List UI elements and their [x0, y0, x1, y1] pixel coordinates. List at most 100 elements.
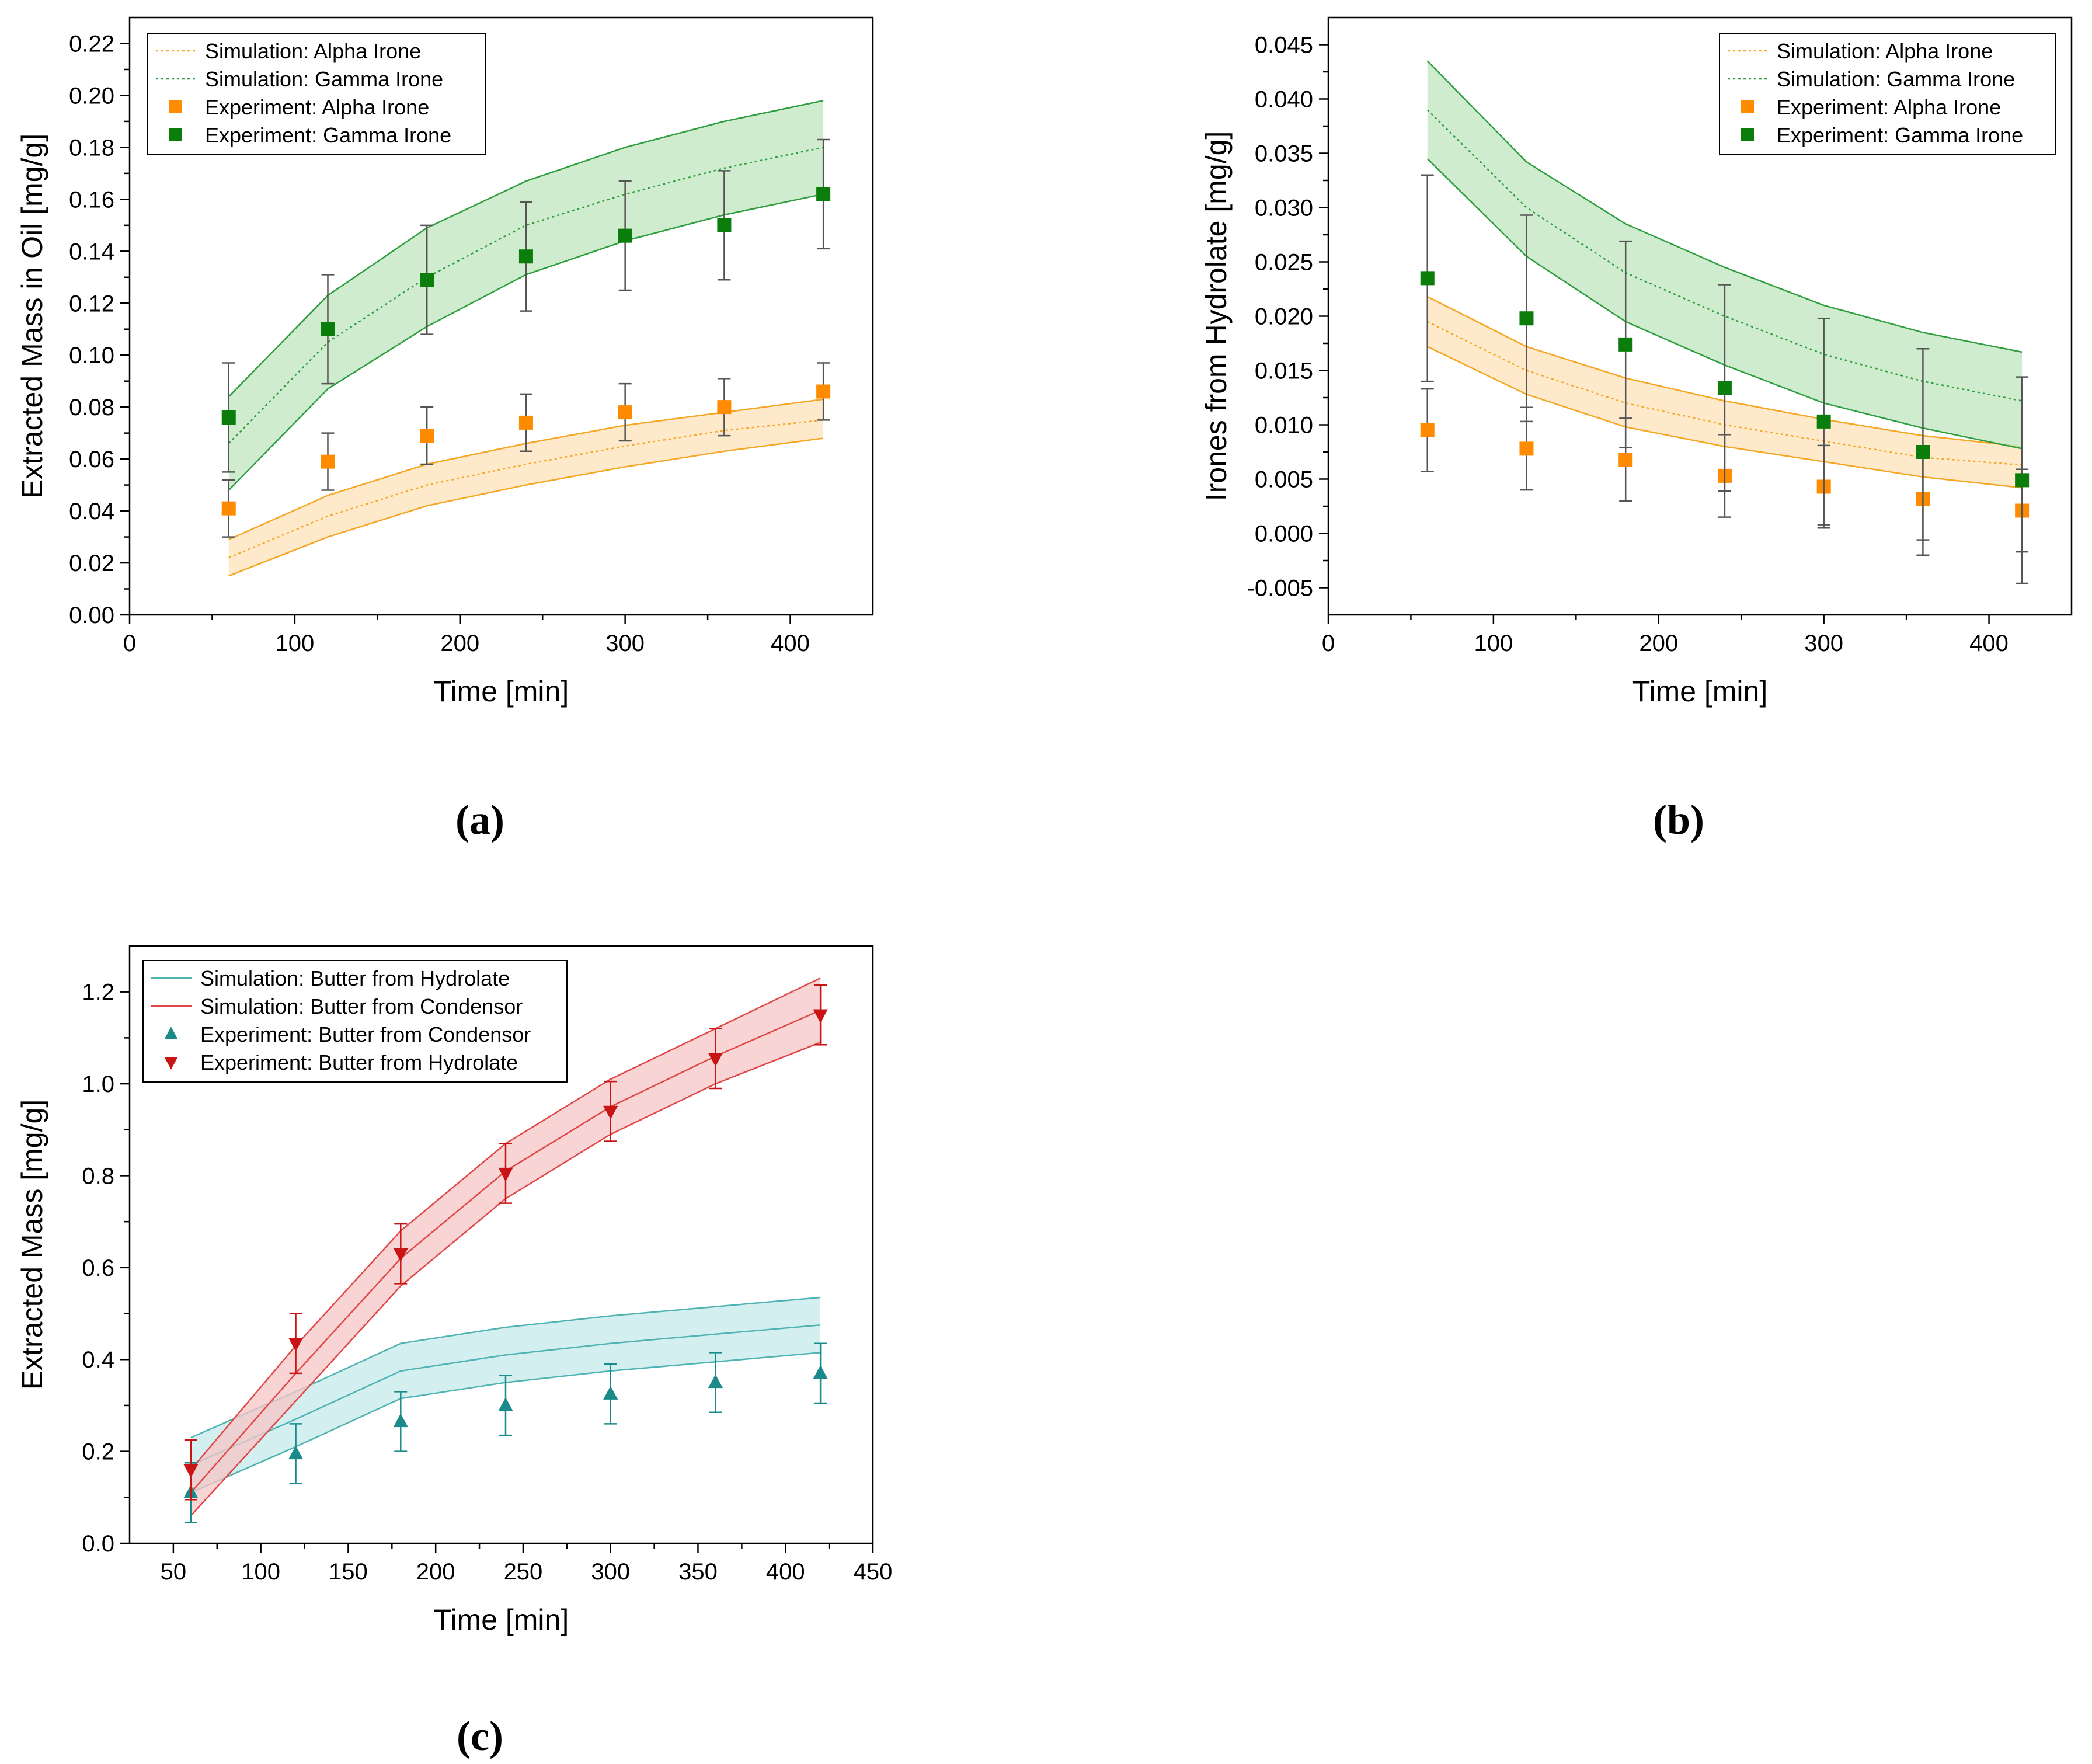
panel-label: (b): [1653, 796, 1704, 843]
y-tick-label: 0.06: [69, 447, 114, 472]
y-tick-label: 0.18: [69, 135, 114, 161]
y-tick-label: 0.10: [69, 343, 114, 368]
data-point: [288, 1445, 304, 1460]
data-point: [708, 1374, 723, 1389]
x-tick-label: 250: [504, 1559, 543, 1585]
data-point: [813, 1009, 828, 1023]
y-axis-title: Irones from Hydrolate [mg/g]: [1200, 131, 1233, 502]
x-tick-label: 200: [416, 1559, 455, 1585]
y-tick-label: 0.045: [1255, 33, 1313, 58]
legend-label: Simulation: Butter from Condensor: [200, 994, 523, 1018]
y-tick-label: 0.00: [69, 603, 114, 628]
plot-frame: [128, 16, 874, 616]
legend-label: Experiment: Alpha Irone: [1777, 95, 2001, 119]
y-tick-label: 0.16: [69, 187, 114, 213]
y-tick-label: 0.030: [1255, 196, 1313, 221]
band-upper-line-1: [1426, 60, 2023, 353]
data-point: [518, 249, 533, 264]
data-point: [1420, 271, 1435, 286]
data-point: [1717, 381, 1732, 395]
legend-marker: [169, 128, 182, 141]
x-tick-label: 200: [1639, 631, 1678, 656]
data-point: [1420, 423, 1435, 437]
x-tick-label: 150: [329, 1559, 368, 1585]
legend-box: [142, 960, 568, 1083]
legend: Simulation: Alpha Irone Simulation: Gamma…: [147, 33, 486, 155]
x-tick-label: 400: [766, 1559, 805, 1585]
x-axis-title: Time [min]: [1632, 675, 1768, 708]
data-point: [708, 1053, 723, 1067]
chart-b: 0 100 200 300 400 -0.005 0.000 0.005 0.010 0.015 0…: [1200, 16, 2073, 843]
x-axis-title: Time [min]: [434, 675, 569, 708]
chart-a: 0 100 200 300 400 0.00 0.02 0.04 0.06 0.08 0.10 0.1…: [16, 16, 874, 843]
legend-label: Simulation: Gamma Irone: [1777, 67, 2015, 91]
data-point: [2015, 473, 2030, 488]
y-tick-label: 0.0: [82, 1531, 114, 1557]
band-0: [190, 1297, 821, 1493]
data-point: [321, 322, 335, 336]
y-tick-label: 0.2: [82, 1439, 114, 1465]
y-tick-label: 0.22: [69, 31, 114, 57]
legend-box: [147, 33, 486, 155]
y-tick-label: 0.04: [69, 499, 114, 524]
data-point: [1618, 337, 1633, 352]
data-point: [498, 1397, 513, 1411]
band-lower-line-0: [228, 437, 824, 577]
data-point: [420, 429, 434, 443]
legend-label: Experiment: Alpha Irone: [205, 95, 429, 119]
x-tick-label: 200: [440, 631, 479, 656]
y-axis-title: Extracted Mass [mg/g]: [16, 1100, 48, 1390]
x-tick-label: 0: [123, 631, 136, 656]
y-tick-label: 1.2: [82, 980, 114, 1005]
data-point: [518, 415, 533, 430]
band-0: [228, 399, 824, 576]
simulation-line-1: [228, 147, 824, 444]
data-point: [420, 273, 434, 287]
legend-label: Simulation: Alpha Irone: [1777, 39, 1993, 63]
chart-c: 50 100 150 200 250 300 350 400 450 0.0 0.2 0.4 0.6 0.…: [16, 945, 892, 1759]
x-tick-label: 300: [591, 1559, 630, 1585]
data-point: [221, 501, 236, 516]
panel-label: (c): [457, 1713, 503, 1759]
legend-label: Simulation: Alpha Irone: [205, 39, 421, 63]
data-point: [288, 1338, 304, 1352]
x-tick-label: 100: [1474, 631, 1513, 656]
x-tick-label: 100: [276, 631, 315, 656]
y-tick-label: 0.8: [82, 1163, 114, 1189]
data-point: [816, 187, 831, 201]
legend-label: Experiment: Gamma Irone: [1777, 123, 2023, 147]
legend-label: Simulation: Butter from Hydrolate: [200, 966, 510, 990]
data-point: [603, 1105, 618, 1120]
y-tick-label: 0.4: [82, 1347, 114, 1373]
legend-marker: [164, 1027, 178, 1039]
y-tick-label: 0.035: [1255, 141, 1313, 167]
data-point: [816, 384, 831, 399]
y-tick-label: 0.6: [82, 1255, 114, 1281]
y-tick-label: 0.005: [1255, 467, 1313, 493]
data-point: [717, 400, 732, 415]
data-point: [618, 228, 632, 243]
data-point: [1519, 311, 1534, 326]
y-tick-label: 0.020: [1255, 304, 1313, 330]
legend: Simulation: Alpha Irone Simulation: Gamma…: [1719, 33, 2056, 155]
y-tick-label: 0.08: [69, 395, 114, 420]
y-tick-label: 1.0: [82, 1071, 114, 1097]
data-point: [717, 218, 732, 232]
y-tick-label: 0.040: [1255, 87, 1313, 113]
x-axis-title: Time [min]: [434, 1603, 569, 1636]
x-tick-label: 300: [1804, 631, 1843, 656]
data-point: [1916, 445, 1930, 459]
y-tick-label: 0.12: [69, 291, 114, 316]
y-axis-title: Extracted Mass in Oil [mg/g]: [16, 134, 48, 499]
y-tick-label: 0.20: [69, 83, 114, 109]
y-tick-label: 0.000: [1255, 521, 1313, 547]
x-tick-label: 300: [605, 631, 645, 656]
band-1: [228, 100, 824, 490]
legend-marker: [164, 1057, 178, 1070]
y-tick-label: 0.14: [69, 239, 114, 265]
legend-marker: [169, 100, 182, 113]
data-point: [393, 1248, 408, 1262]
band-1: [190, 978, 821, 1516]
legend: Simulation: Butter from Hydrolate Simulat…: [142, 960, 568, 1083]
